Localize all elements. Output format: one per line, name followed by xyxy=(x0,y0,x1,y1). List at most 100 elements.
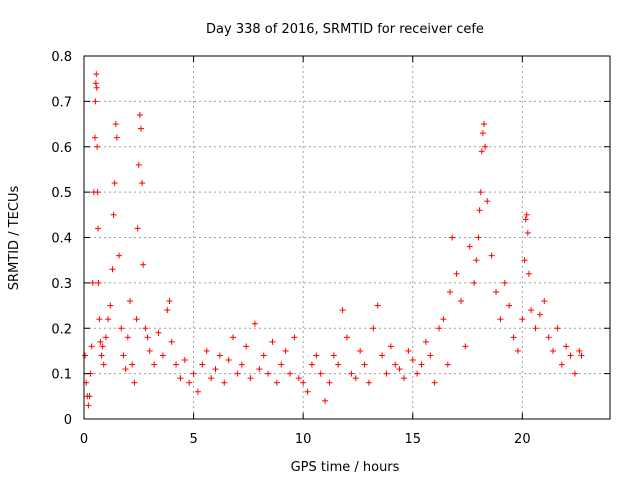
data-point xyxy=(335,361,342,368)
data-point xyxy=(488,252,495,259)
data-point xyxy=(100,361,107,368)
data-point xyxy=(199,361,206,368)
data-point xyxy=(427,352,434,359)
data-point xyxy=(287,370,294,377)
data-point xyxy=(308,361,315,368)
data-point xyxy=(447,288,454,295)
data-point xyxy=(471,279,478,286)
data-point xyxy=(256,366,263,373)
data-point xyxy=(339,307,346,314)
data-point xyxy=(93,71,100,78)
data-point xyxy=(326,379,333,386)
data-point xyxy=(247,375,254,382)
data-point xyxy=(92,98,99,105)
y-tick-label: 0 xyxy=(64,413,72,428)
data-point xyxy=(99,343,106,350)
data-point xyxy=(282,347,289,354)
data-point xyxy=(414,370,421,377)
data-point xyxy=(116,252,123,259)
data-point xyxy=(466,243,473,250)
data-point xyxy=(576,347,583,354)
data-point xyxy=(291,334,298,341)
data-point xyxy=(105,316,112,323)
data-point xyxy=(102,334,109,341)
data-point xyxy=(146,347,153,354)
data-point xyxy=(230,334,237,341)
data-point xyxy=(550,347,557,354)
chart-title: Day 338 of 2016, SRMTID for receiver cef… xyxy=(206,22,484,37)
data-point xyxy=(484,198,491,205)
data-point xyxy=(501,279,508,286)
data-point xyxy=(137,125,144,132)
data-point xyxy=(330,352,337,359)
data-point xyxy=(120,352,127,359)
data-point xyxy=(208,375,215,382)
data-point xyxy=(269,338,276,345)
y-tick-label: 0.4 xyxy=(51,232,72,247)
data-point xyxy=(514,347,521,354)
data-point xyxy=(168,338,175,345)
data-point xyxy=(159,352,166,359)
data-point xyxy=(365,379,372,386)
data-point xyxy=(139,180,146,187)
data-point xyxy=(457,298,464,305)
data-point xyxy=(480,121,487,128)
data-point xyxy=(525,270,532,277)
data-point xyxy=(260,352,267,359)
data-point xyxy=(212,366,219,373)
data-point xyxy=(449,234,456,241)
data-point xyxy=(134,225,141,232)
data-point xyxy=(396,366,403,373)
data-point xyxy=(273,379,280,386)
y-axis-label: SRMTID / TECUs xyxy=(7,186,22,291)
data-point xyxy=(493,288,500,295)
data-point xyxy=(97,338,104,345)
data-point xyxy=(95,279,102,286)
y-tick-label: 0.7 xyxy=(51,95,72,110)
data-point xyxy=(370,325,377,332)
data-point xyxy=(136,111,143,118)
data-point xyxy=(479,130,486,137)
data-point xyxy=(194,388,201,395)
data-point xyxy=(131,379,138,386)
data-point xyxy=(344,334,350,341)
data-point xyxy=(361,361,368,368)
data-point xyxy=(144,334,151,341)
data-point xyxy=(164,307,171,314)
data-point xyxy=(251,320,258,327)
data-point xyxy=(477,189,484,196)
y-tick-label: 0.5 xyxy=(51,186,72,201)
data-point xyxy=(357,347,364,354)
data-points xyxy=(82,71,585,409)
data-point xyxy=(352,375,359,382)
data-point xyxy=(86,393,93,400)
data-point xyxy=(124,334,131,341)
data-point xyxy=(387,343,394,350)
data-point xyxy=(109,266,116,273)
data-point xyxy=(523,211,530,218)
data-point xyxy=(567,352,574,359)
data-point xyxy=(181,357,188,364)
data-point xyxy=(482,143,489,150)
data-point xyxy=(88,343,95,350)
data-point xyxy=(140,261,147,268)
grid xyxy=(84,56,610,419)
data-point xyxy=(190,370,197,377)
data-point xyxy=(571,370,578,377)
axis-ticks: 0 0.1 0.2 0.3 0.4 0.5 0.6 0.7 0.8 0 5 10 15 20 xyxy=(51,50,610,447)
data-point xyxy=(82,352,89,359)
x-axis-label: GPS time / hours xyxy=(291,460,400,475)
data-point xyxy=(578,352,585,359)
data-point xyxy=(558,361,565,368)
data-point xyxy=(98,352,105,359)
data-point xyxy=(473,257,480,264)
data-point xyxy=(545,334,552,341)
data-point xyxy=(113,134,120,141)
data-point xyxy=(278,361,285,368)
data-point xyxy=(135,161,142,168)
y-tick-label: 0.3 xyxy=(51,277,72,292)
data-point xyxy=(155,329,162,336)
data-point xyxy=(203,347,210,354)
